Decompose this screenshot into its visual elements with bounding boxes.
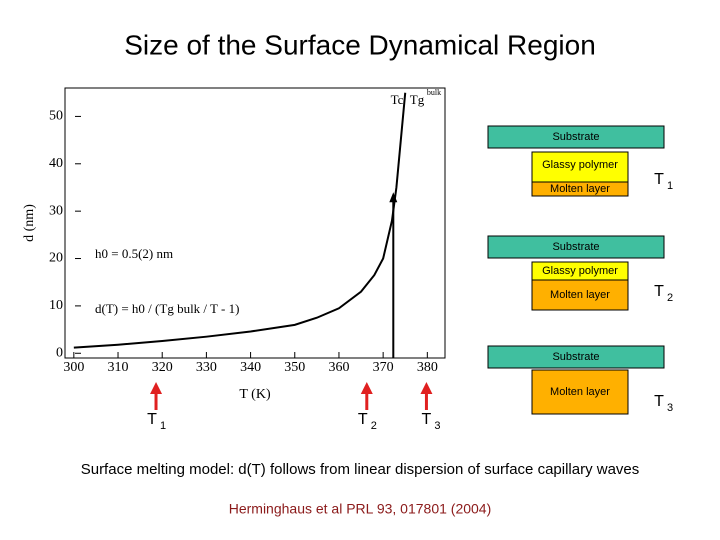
arrow-head — [389, 192, 398, 203]
x-tick-label: 380 — [417, 360, 438, 375]
temperature-label-sub: 2 — [371, 420, 377, 432]
diagram-label: T — [654, 393, 664, 410]
temperature-label: T — [422, 411, 432, 428]
y-tick-label: 20 — [49, 251, 63, 266]
layer — [487, 345, 665, 369]
annotation: d(T) = h0 / (Tg bulk / T - 1) — [95, 301, 239, 316]
y-tick-label: 10 — [49, 298, 63, 313]
diagram-label-sub: 2 — [667, 292, 673, 304]
layer-label: Substrate — [552, 351, 599, 363]
x-tick-label: 370 — [373, 360, 394, 375]
x-tick-label: 330 — [196, 360, 217, 375]
layer — [531, 181, 629, 197]
layer-label: Substrate — [552, 131, 599, 143]
temperature-label-sub: 1 — [160, 420, 166, 432]
layer — [531, 151, 629, 183]
layer-label: Glassy polymer — [542, 159, 618, 171]
slide-title: Size of the Surface Dynamical Region — [124, 29, 596, 60]
citation: Herminghaus et al PRL 93, 017801 (2004) — [229, 501, 492, 517]
x-axis-label: T (K) — [239, 387, 271, 402]
diagram-label-sub: 1 — [667, 180, 673, 192]
temperature-label: T — [147, 411, 157, 428]
y-axis-label: d (nm) — [22, 204, 37, 242]
x-tick-label: 300 — [63, 360, 84, 375]
temperature-arrow-head — [360, 382, 373, 394]
arrow-label: Tg — [410, 92, 425, 107]
temperature-arrow-head — [150, 382, 163, 394]
x-tick-label: 350 — [284, 360, 305, 375]
x-tick-label: 320 — [152, 360, 173, 375]
layer-label: Substrate — [552, 241, 599, 253]
y-tick-label: 50 — [49, 109, 63, 124]
diagram-label-sub: 3 — [667, 402, 673, 414]
y-tick-label: 0 — [56, 345, 63, 360]
temperature-label: T — [358, 411, 368, 428]
layer — [487, 235, 665, 259]
plot-frame — [64, 87, 446, 359]
y-tick-label: 40 — [49, 156, 63, 171]
layer — [487, 125, 665, 149]
layer-label: Molten layer — [550, 289, 610, 301]
annotation: h0 = 0.5(2) nm — [95, 246, 173, 261]
caption: Surface melting model: d(T) follows from… — [81, 461, 640, 478]
layer — [531, 369, 629, 415]
temperature-arrow-head — [420, 382, 433, 394]
layer-label: Molten layer — [550, 183, 610, 195]
diagram-label: T — [654, 283, 664, 300]
arrow-label: bulk — [427, 88, 441, 97]
y-tick-label: 30 — [49, 203, 63, 218]
layer — [531, 279, 629, 311]
arrow-label: Tc — [391, 92, 404, 107]
x-tick-label: 310 — [108, 360, 129, 375]
diagram-label: T — [654, 171, 664, 188]
layer-label: Molten layer — [550, 386, 610, 398]
x-tick-label: 340 — [240, 360, 261, 375]
layer-label: Glassy polymer — [542, 265, 618, 277]
x-tick-label: 360 — [328, 360, 349, 375]
temperature-label-sub: 3 — [434, 420, 440, 432]
